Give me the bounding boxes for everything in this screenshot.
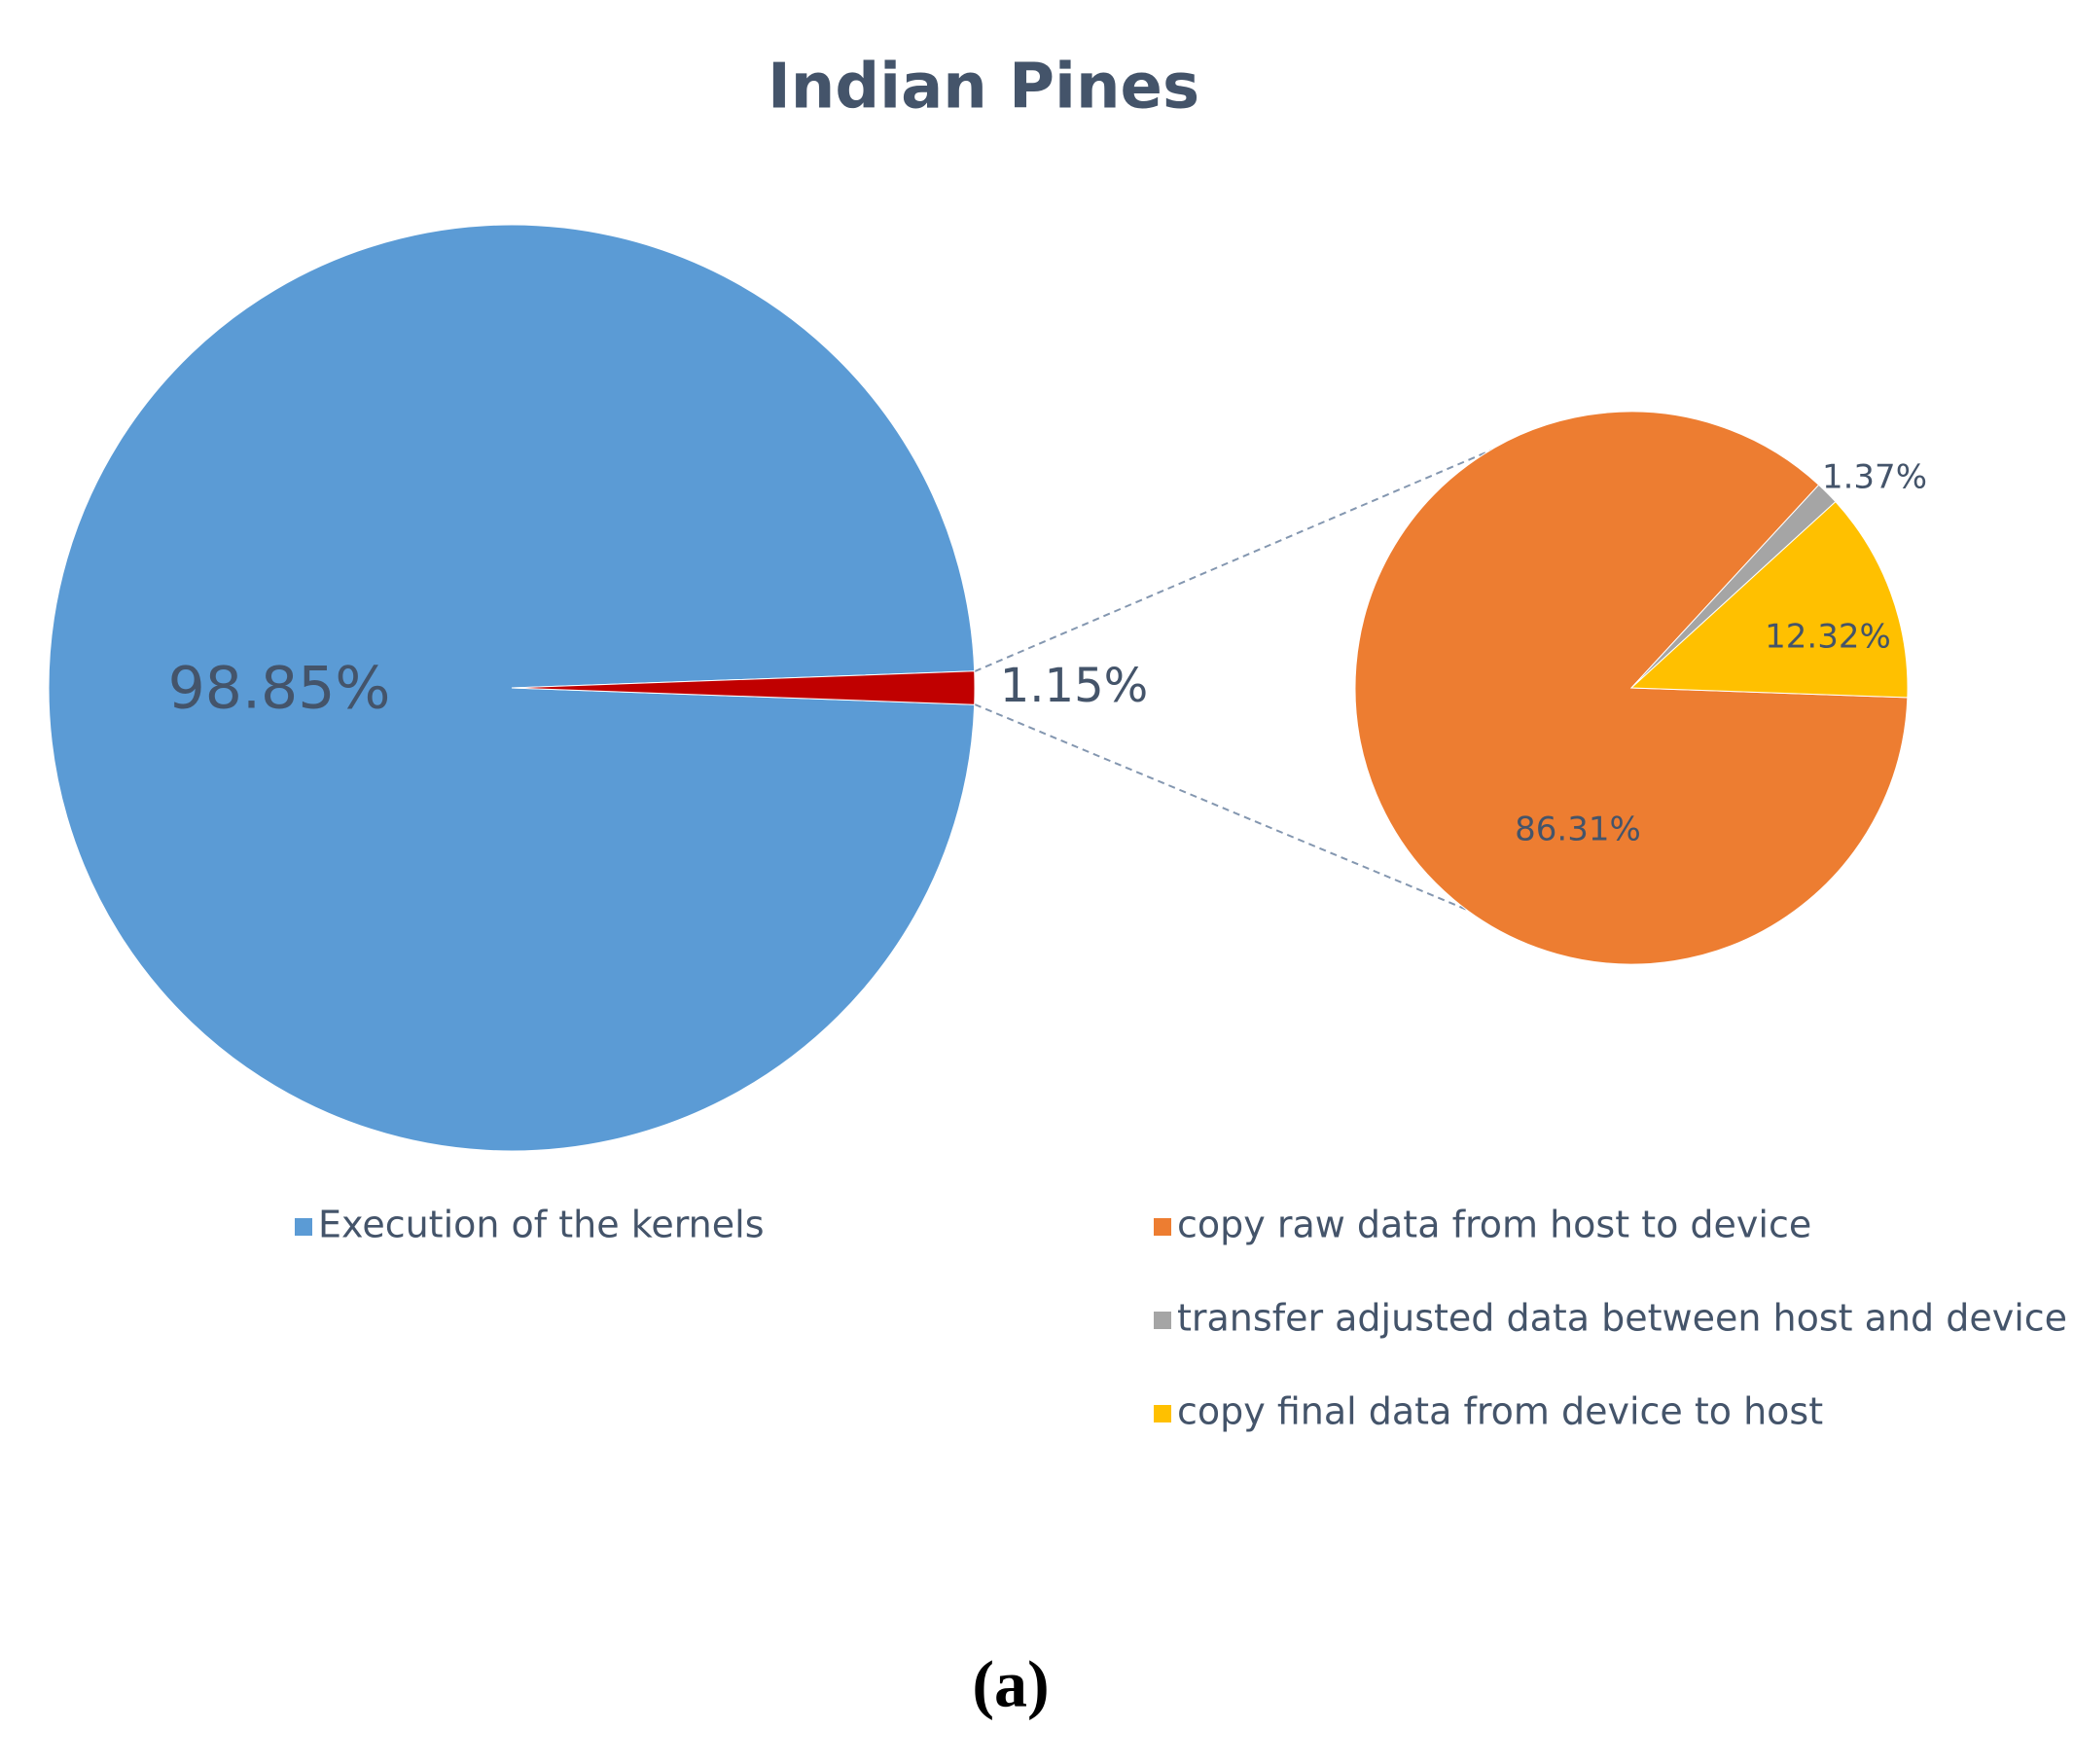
- data-label: 12.32%: [1765, 618, 1891, 657]
- legend-swatch: [295, 1218, 312, 1236]
- caption: (a): [972, 1647, 1049, 1721]
- legend-label: Execution of the kernels: [318, 1204, 765, 1246]
- connector: [974, 703, 1503, 925]
- data-label: 1.15%: [1000, 659, 1148, 713]
- legend-swatch: [1154, 1312, 1171, 1329]
- pie-slice: [1629, 500, 1909, 699]
- connector: [974, 445, 1503, 672]
- pie-slice: [511, 670, 976, 705]
- pie-slice: [48, 224, 976, 1152]
- data-label: 98.85%: [168, 655, 391, 723]
- data-label: 86.31%: [1515, 810, 1641, 849]
- chart-title: Indian Pines: [768, 52, 1199, 124]
- legend-swatch: [1154, 1218, 1171, 1236]
- data-label: 1.37%: [1822, 458, 1927, 497]
- legend-swatch: [1154, 1405, 1171, 1422]
- legend-label: copy raw data from host to device: [1177, 1204, 1811, 1246]
- legend-label: copy final data from device to host: [1177, 1390, 1823, 1433]
- legend-label: transfer adjusted data between host and …: [1177, 1297, 2067, 1340]
